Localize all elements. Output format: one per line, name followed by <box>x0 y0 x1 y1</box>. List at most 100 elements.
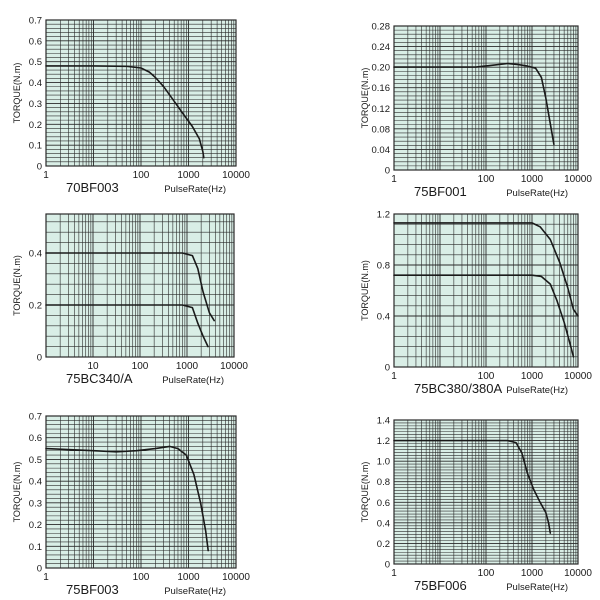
x-tick-label: 10000 <box>564 568 592 579</box>
y-tick-label: 0.28 <box>372 22 391 33</box>
x-tick-label: 1 <box>43 572 49 583</box>
x-tick-label: 1000 <box>176 361 199 372</box>
x-tick-label: 1000 <box>177 170 200 181</box>
y-tick-label: 1.2 <box>377 210 390 221</box>
y-tick-label: 1.4 <box>377 416 390 427</box>
plot-frame <box>45 19 237 167</box>
model-name: 75BF001 <box>414 184 467 199</box>
plot-frame <box>393 25 579 171</box>
x-tick-label: 1 <box>391 371 397 382</box>
chart-panel-2: 0 0.04 0.08 0.12 0.16 0.20 0.24 0.28 1 100 1000 100… <box>360 22 592 200</box>
x-tick-label: 10 <box>87 361 99 372</box>
y-axis-label: TORQUE(N.m) <box>360 462 370 523</box>
x-tick-label: 100 <box>478 174 495 185</box>
y-tick-label: 0 <box>385 166 390 177</box>
y-tick-label: 0 <box>37 162 42 173</box>
torque-curve-1 <box>393 439 552 534</box>
y-tick-label: 0 <box>37 564 42 575</box>
y-tick-label: 0 <box>385 560 390 571</box>
y-tick-label: 0.3 <box>29 498 42 509</box>
plot-frame <box>393 213 579 368</box>
plot-frame <box>45 213 235 358</box>
y-axis-label: TORQUE(N.m) <box>12 462 22 523</box>
x-tick-label: 10000 <box>564 174 592 185</box>
chart-panel-4: 0 0.4 0.8 1.2 1 100 1000 10000 TORQUE(N.m) 75BC38… <box>360 210 592 397</box>
x-axis-label: PulseRate(Hz) <box>506 582 568 593</box>
y-tick-label: 0.4 <box>377 518 390 529</box>
y-tick-label: 0.2 <box>29 301 42 312</box>
y-tick-label: 0.4 <box>29 477 42 488</box>
model-name: 75BF006 <box>414 578 467 593</box>
y-tick-label: 0.7 <box>29 412 42 423</box>
plot-frame <box>45 415 237 569</box>
x-tick-label: 10000 <box>222 170 250 181</box>
torque-curve-2 <box>45 304 209 348</box>
y-tick-label: 0.6 <box>377 498 390 509</box>
y-tick-label: 0.08 <box>372 124 391 135</box>
y-tick-label: 0.24 <box>372 42 391 53</box>
torque-curve-1 <box>45 445 209 552</box>
x-tick-label: 1000 <box>177 572 200 583</box>
x-tick-label: 1 <box>43 170 49 181</box>
y-tick-label: 0.5 <box>29 57 42 68</box>
y-axis-label: TORQUE(N.m) <box>360 260 370 321</box>
x-axis-label: PulseRate(Hz) <box>506 188 568 199</box>
y-tick-label: 0.1 <box>29 542 42 553</box>
x-tick-label: 10000 <box>222 572 250 583</box>
x-axis-label: PulseRate(Hz) <box>162 375 224 386</box>
y-tick-label: 0 <box>385 363 390 374</box>
model-name: 75BF003 <box>66 582 119 597</box>
y-tick-label: 0.1 <box>29 141 42 152</box>
model-name: 75BC340/A <box>66 371 133 386</box>
y-tick-label: 0.6 <box>29 433 42 444</box>
y-tick-label: 0.16 <box>372 83 391 94</box>
x-tick-label: 100 <box>478 371 495 382</box>
chart-panel-5: 0 0.1 0.2 0.3 0.4 0.5 0.6 0.7 1 100 1000 10000 TORQU… <box>12 412 250 598</box>
y-tick-label: 0.4 <box>29 78 42 89</box>
torque-curve-1 <box>393 222 579 317</box>
model-name: 70BF003 <box>66 180 119 195</box>
y-tick-label: 1.0 <box>377 457 390 468</box>
x-tick-label: 1 <box>391 174 397 185</box>
x-tick-label: 1 <box>391 568 397 579</box>
x-tick-label: 100 <box>478 568 495 579</box>
x-axis-label: PulseRate(Hz) <box>164 184 226 195</box>
y-tick-label: 0.04 <box>372 145 391 156</box>
chart-panel-3: 0 0.2 0.4 10 100 1000 10000 TORQUE(N.m) 75BC340/… <box>12 213 248 386</box>
x-tick-label: 100 <box>133 572 150 583</box>
x-tick-label: 100 <box>132 361 149 372</box>
torque-curve-1 <box>45 252 215 322</box>
y-tick-label: 0.2 <box>377 539 390 550</box>
y-tick-label: 0.8 <box>377 261 390 272</box>
torque-curve-1 <box>45 65 205 159</box>
y-tick-label: 1.2 <box>377 436 390 447</box>
torque-curve-1 <box>393 62 555 146</box>
y-tick-label: 0.5 <box>29 455 42 466</box>
x-tick-label: 1000 <box>521 371 544 382</box>
y-tick-label: 0.12 <box>372 104 391 115</box>
x-axis-label: PulseRate(Hz) <box>506 385 568 396</box>
y-tick-label: 0.4 <box>29 249 42 260</box>
x-tick-label: 100 <box>133 170 150 181</box>
chart-panel-6: 0 0.2 0.4 0.6 0.8 1.0 1.2 1.4 1 100 1000 10000 TORQU… <box>360 416 592 594</box>
y-tick-label: 0.20 <box>372 63 391 74</box>
x-tick-label: 1000 <box>521 568 544 579</box>
y-tick-label: 0 <box>37 353 42 364</box>
y-tick-label: 0.8 <box>377 477 390 488</box>
y-tick-label: 0.7 <box>29 16 42 27</box>
torque-curve-2 <box>393 274 575 358</box>
x-tick-label: 10000 <box>220 361 248 372</box>
x-axis-label: PulseRate(Hz) <box>164 586 226 597</box>
plot-frame <box>393 419 579 565</box>
chart-panel-1: 0 0.1 0.2 0.3 0.4 0.5 0.6 0.7 1 100 1000 10000 TORQU… <box>12 16 250 196</box>
y-tick-label: 0.6 <box>29 36 42 47</box>
model-name: 75BC380/380A <box>414 381 503 396</box>
y-tick-label: 0.3 <box>29 99 42 110</box>
y-tick-label: 0.2 <box>29 120 42 131</box>
y-axis-label: TORQUE(N.m) <box>12 63 22 124</box>
x-tick-label: 10000 <box>564 371 592 382</box>
y-axis-label: TORQUE(N.m) <box>360 68 370 129</box>
y-tick-label: 0.4 <box>377 312 390 323</box>
y-axis-label: TORQUE(N.m) <box>12 255 22 316</box>
